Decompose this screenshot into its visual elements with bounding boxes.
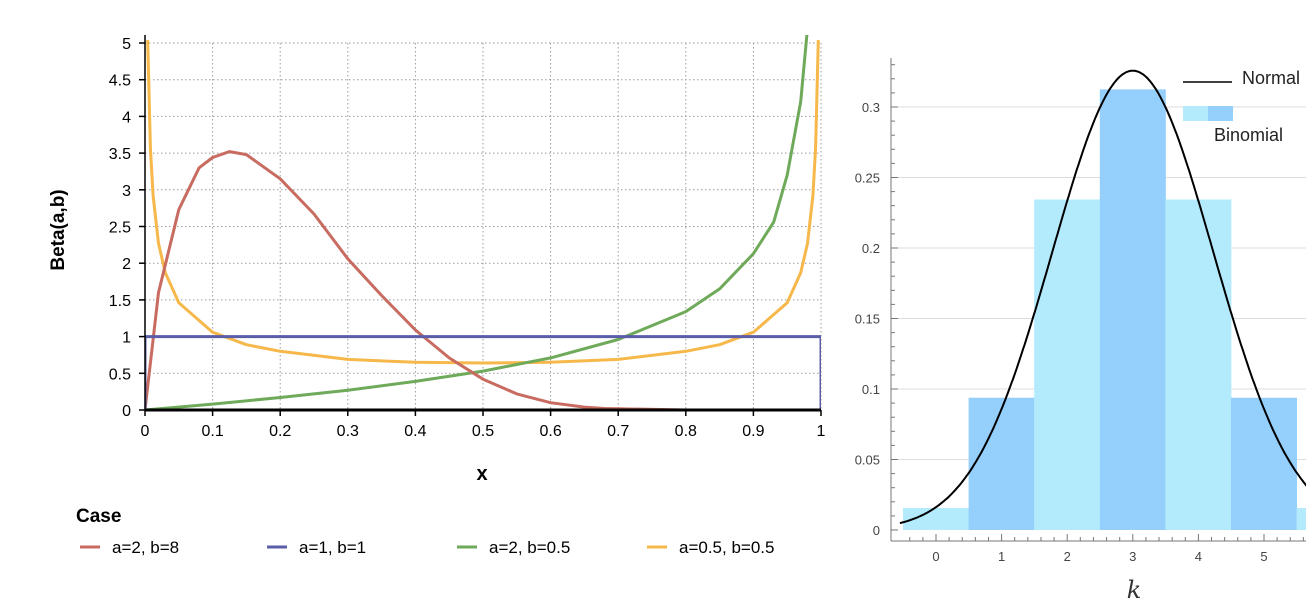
- beta-x-tick-label: 1: [817, 423, 826, 440]
- beta-y-tick-label: 0: [122, 403, 131, 420]
- beta-legend: Case a=2, b=8 a=1, b=1 a=2, b=0.5 a=0.5, b=…: [76, 506, 774, 557]
- legend-normal-label: Normal: [1242, 68, 1300, 88]
- binomial-x-tick-labels: 0 1 2 3 4 5: [932, 549, 1267, 564]
- binomial-y-tick-label: 0.15: [855, 312, 880, 327]
- beta-y-tick-labels: 0 0.5 1 1.5 2 2.5 3 3.5 4 4.5 5: [109, 36, 131, 420]
- binomial-x-tick-label: 0: [932, 549, 939, 564]
- binomial-y-tick-labels: 0 0.05 0.1 0.15 0.2 0.25 0.3: [855, 100, 880, 538]
- binomial-x-tick-label: 2: [1064, 549, 1071, 564]
- beta-y-tick-label: 3.5: [109, 146, 131, 163]
- beta-y-axis-label: Beta(a,b): [48, 189, 69, 270]
- normal-curve: [899, 69, 1306, 525]
- binomial-x-tick-label: 4: [1195, 549, 1202, 564]
- binomial-x-tick-label: 1: [998, 549, 1005, 564]
- binomial-y-tick-label: 0.05: [855, 453, 880, 468]
- beta-x-tick-label: 0.7: [607, 423, 629, 440]
- beta-x-tick-label: 0.9: [742, 423, 764, 440]
- beta-legend-items: a=2, b=8 a=1, b=1 a=2, b=0.5 a=0.5, b=0.5: [80, 538, 774, 557]
- beta-x-tick-label: 0.8: [675, 423, 697, 440]
- binomial-x-tick-label: 3: [1129, 549, 1136, 564]
- beta-legend-label: a=1, b=1: [299, 538, 366, 557]
- beta-x-tick-label: 0: [141, 423, 150, 440]
- beta-x-tick-label: 0.2: [269, 423, 291, 440]
- beta-x-tick-label: 0.6: [539, 423, 561, 440]
- beta-legend-title: Case: [76, 506, 121, 527]
- beta-x-tick-label: 0.1: [201, 423, 223, 440]
- beta-series-group: [145, 35, 821, 411]
- beta-series-line: [145, 150, 821, 411]
- binomial-x-tick-label: 5: [1260, 549, 1267, 564]
- binomial-y-tick-label: 0.3: [862, 100, 880, 115]
- binomial-y-tick-label: 0.1: [862, 382, 880, 397]
- legend-binomial-swatch-light: [1183, 106, 1208, 121]
- binomial-bar: [1034, 199, 1101, 530]
- legend-binomial-label: Binomial: [1214, 125, 1283, 145]
- beta-legend-label: a=0.5, b=0.5: [679, 538, 774, 557]
- beta-axes: [139, 35, 822, 416]
- beta-x-tick-label: 0.5: [472, 423, 494, 440]
- normal-curve-group: [899, 69, 1306, 525]
- binomial-chart: 0 1 2 3 4 5 0 0.05 0.1 0.15 0.2 0.25 0.3 k Normal B…: [855, 58, 1306, 600]
- beta-x-tick-label: 0.4: [404, 423, 426, 440]
- beta-y-tick-label: 0.5: [109, 366, 131, 383]
- beta-grid: [144, 42, 822, 411]
- legend-binomial-swatch-dark: [1208, 106, 1233, 121]
- beta-legend-label: a=2, b=0.5: [489, 538, 570, 557]
- binomial-legend: Normal Binomial: [1183, 68, 1300, 145]
- binomial-bar: [1296, 508, 1306, 530]
- beta-y-tick-label: 1: [122, 330, 131, 347]
- beta-y-tick-label: 3: [122, 183, 131, 200]
- binomial-x-axis-label: k: [1127, 576, 1142, 600]
- beta-y-tick-label: 4: [122, 109, 131, 126]
- binomial-bars: [903, 89, 1306, 530]
- beta-series-line: [146, 40, 820, 365]
- beta-x-tick-labels: 0 0.1 0.2 0.3 0.4 0.5 0.6 0.7 0.8 0.9 1: [141, 423, 826, 440]
- binomial-bar: [1231, 397, 1297, 530]
- beta-y-tick-label: 4.5: [109, 73, 131, 90]
- binomial-bar: [968, 397, 1035, 530]
- beta-y-tick-label: 2.5: [109, 220, 131, 237]
- beta-y-tick-label: 5: [122, 36, 131, 53]
- beta-series-line: [145, 335, 821, 410]
- beta-series-line: [145, 35, 809, 411]
- binomial-axes: [890, 58, 1306, 542]
- binomial-y-tick-label: 0: [873, 523, 880, 538]
- beta-y-tick-label: 1.5: [109, 293, 131, 310]
- binomial-bar: [1165, 199, 1232, 530]
- beta-x-axis-label: x: [476, 463, 487, 485]
- beta-x-tick-label: 0.3: [337, 423, 359, 440]
- binomial-bar: [903, 508, 969, 530]
- beta-chart: 0 0.1 0.2 0.3 0.4 0.5 0.6 0.7 0.8 0.9 1 0 0.5 1 1.5 2 2…: [48, 35, 826, 557]
- beta-legend-label: a=2, b=8: [112, 538, 179, 557]
- beta-y-tick-label: 2: [122, 256, 131, 273]
- binomial-bar: [1099, 89, 1166, 530]
- binomial-y-tick-label: 0.2: [862, 241, 880, 256]
- binomial-y-tick-label: 0.25: [855, 171, 880, 186]
